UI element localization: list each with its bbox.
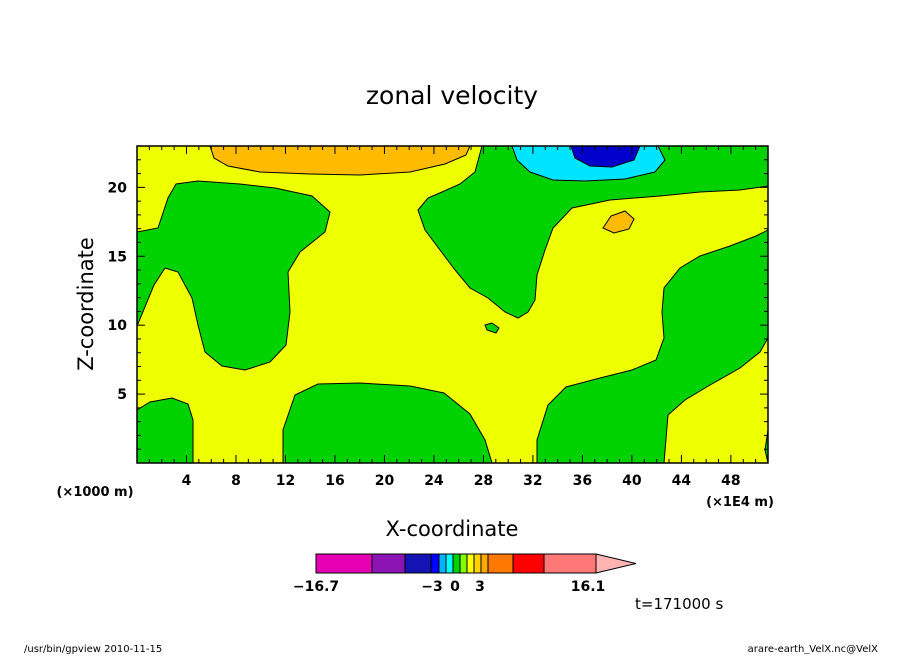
x-tick-label: 32 [523,473,542,489]
colorbar-segment [466,553,475,574]
colorbar-segment [480,553,489,574]
orange-region-right-blob [602,210,635,234]
colorbar-arrow [595,553,637,574]
x-tick-label: 48 [721,473,740,489]
y-tick-labels: 5 10 15 20 [108,180,128,403]
x-tick-label: 36 [573,473,592,489]
plot-frame [136,145,769,464]
y-tick-label: 10 [108,318,128,334]
colorbar-tick-label: −3 [421,579,442,595]
colorbar-tick-labels: −16.7 −3 0 3 16.1 [293,579,605,595]
y-tick-label: 20 [108,180,128,196]
contour-fill-layer [137,146,768,463]
footer-right: arare-earth_VelX.nc@VelX [748,644,879,654]
colorbar-segment [512,553,545,574]
time-label: t=171000 s [635,595,723,613]
y-axis-title: Z-coordinate [74,237,98,371]
x-tick-label: 24 [424,473,444,489]
x-tick-label: 8 [231,473,241,489]
y-tick-marks [137,159,768,450]
orange-region-top-left [209,146,471,176]
colorbar-segment [430,553,440,574]
y-tick-label: 15 [108,249,127,265]
x-unit-right: (×1E4 m) [706,495,774,510]
green-small-blob [484,322,500,334]
green-region-left-lower [137,397,194,463]
x-axis-title: X-coordinate [386,517,519,541]
colorbar-tick-label: 3 [475,579,485,595]
x-tick-label: 40 [622,473,642,489]
footer-left: /usr/bin/gpview 2010-11-15 [24,644,162,654]
colorbar-segment [473,553,482,574]
colorbar-segment [543,553,597,574]
colorbar-tick-label: 0 [450,579,460,595]
blue-region-top-right [570,146,641,168]
colorbar-segment [459,553,468,574]
x-tick-label: 16 [325,473,344,489]
colorbar-tick-label: 16.1 [571,579,606,595]
green-region-bottom-center [282,382,493,463]
x-tick-marks [148,146,757,463]
green-region-upper-right [417,146,768,319]
colorbar-segment [445,553,454,574]
chart-title: zonal velocity [366,81,538,110]
colorbar-segment [487,553,514,574]
green-region-right-lower [536,229,768,463]
x-tick-label: 28 [474,473,493,489]
colorbar-segment [315,553,373,574]
x-tick-labels: 4 8 12 16 20 24 28 32 36 40 44 48 [182,473,741,489]
colorbar-segment [371,553,406,574]
colorbar-segment [438,553,447,574]
x-tick-label: 20 [375,473,395,489]
colorbar-segment [452,553,461,574]
y-tick-label: 5 [117,387,127,403]
x-unit-left: (×1000 m) [56,485,133,500]
colorbar [315,553,637,574]
x-tick-label: 4 [182,473,192,489]
colorbar-segment [404,553,432,574]
x-tick-label: 44 [672,473,692,489]
colorbar-tick-label: −16.7 [293,579,339,595]
x-tick-label: 12 [276,473,295,489]
green-region-left-upper [137,180,331,371]
